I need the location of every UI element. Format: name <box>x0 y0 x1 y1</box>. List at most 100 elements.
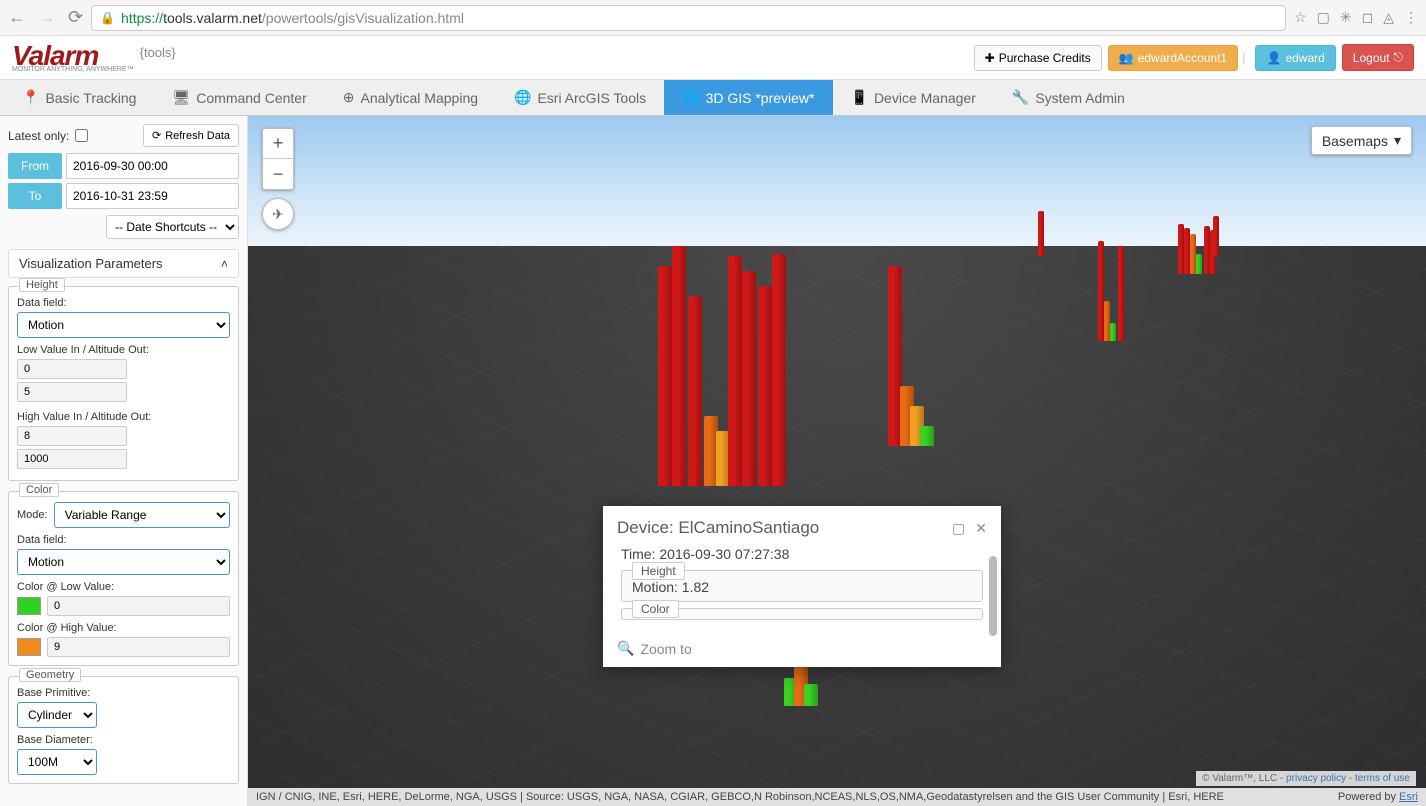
high-color-swatch[interactable] <box>17 638 41 656</box>
zoom-in-button[interactable]: + <box>263 129 293 159</box>
nav-tab-analytical-mapping[interactable]: ⊕ Analytical Mapping <box>325 80 496 115</box>
popup-zoom-label: Zoom to <box>640 641 691 657</box>
geometry-fieldset: Geometry Base Primitive: Cylinder Base D… <box>8 676 239 784</box>
nav-tab-basic-tracking[interactable]: 📍Basic Tracking <box>4 80 154 115</box>
to-input[interactable] <box>66 183 239 209</box>
height-high-out[interactable] <box>17 449 127 469</box>
color-datafield-label: Data field: <box>17 534 230 546</box>
logo[interactable]: Valarm MONITOR ANYTHING, ANYWHERE™ <box>12 42 134 73</box>
menu-icon[interactable]: ⋮ <box>1404 9 1418 26</box>
nav-tab-device-manager[interactable]: 📱Device Manager <box>833 80 994 115</box>
compass-button[interactable]: ✈ <box>262 198 294 230</box>
latest-only-label: Latest only: <box>8 129 69 143</box>
map-controls: + − ✈ <box>262 128 294 230</box>
browser-nav: ← → ⟳ <box>8 7 83 28</box>
refresh-icon: ⟳ <box>152 129 161 142</box>
height-low-out[interactable] <box>17 382 127 402</box>
height-high-in[interactable] <box>17 426 127 446</box>
popup-height-field: Height Motion: 1.82 <box>621 570 983 602</box>
nav-label: System Admin <box>1035 90 1124 106</box>
popup-time: Time: 2016-09-30 07:27:38 <box>621 546 987 562</box>
height-low-in[interactable] <box>17 359 127 379</box>
color-high-value[interactable] <box>47 637 230 657</box>
reload-icon[interactable]: ⟳ <box>68 7 83 28</box>
chevron-down-icon: ▾ <box>1394 132 1401 149</box>
browser-chrome: ← → ⟳ 🔒 https://tools.valarm.net/powerto… <box>0 0 1426 36</box>
zoom-out-button[interactable]: − <box>263 159 293 189</box>
map-attribution: IGN / CNIG, INE, Esri, HERE, DeLorme, NG… <box>248 788 1426 806</box>
user-button[interactable]: 👤edward <box>1255 45 1335 71</box>
plus-icon: ✚ <box>985 51 995 65</box>
tools-tag: {tools} <box>140 45 176 60</box>
popup-close-icon[interactable]: ✕ <box>975 520 987 537</box>
nav-tabs: 📍Basic Tracking 🖥 Command Center ⊕ Analytica… <box>0 80 1426 116</box>
refresh-button[interactable]: ⟳ Refresh Data <box>143 124 239 147</box>
nav-icon: 🌐 <box>514 89 531 106</box>
tos-link[interactable]: terms of use <box>1355 773 1410 784</box>
purchase-credits-button[interactable]: ✚Purchase Credits <box>974 45 1102 71</box>
from-input[interactable] <box>66 153 239 179</box>
logout-button[interactable]: Logout ⎋ <box>1342 44 1414 71</box>
refresh-label: Refresh Data <box>165 130 230 142</box>
sky <box>248 116 1426 266</box>
nav-icon: 🖥 <box>172 89 190 106</box>
low-color-swatch[interactable] <box>17 597 41 615</box>
map-3d-view[interactable]: + − ✈ Basemaps ▾ Device: ElCaminoSantiag… <box>248 116 1426 806</box>
back-icon[interactable]: ← <box>8 7 26 28</box>
ext-icon-3[interactable]: ◬ <box>1383 9 1394 26</box>
color-low-value[interactable] <box>47 596 230 616</box>
url-path: /powertools/gisVisualization.html <box>262 10 464 26</box>
nav-label: Analytical Mapping <box>361 90 479 106</box>
latest-only-checkbox[interactable] <box>75 129 88 142</box>
ext-icon-2[interactable]: ◻ <box>1362 9 1374 26</box>
nav-tab-system-admin[interactable]: 🔧 System Admin <box>994 80 1143 115</box>
prim-select[interactable]: Cylinder <box>17 702 97 728</box>
nav-icon: 📱 <box>851 89 868 106</box>
color-mode-select[interactable]: Variable Range <box>54 502 230 528</box>
popup-height-value: Motion: 1.82 <box>632 579 972 595</box>
popup-dock-icon[interactable]: ▢ <box>952 520 965 537</box>
account-button[interactable]: 👥edwardAccount1 <box>1108 45 1238 71</box>
nav-icon: 🌐 <box>682 89 699 106</box>
popup-body: Time: 2016-09-30 07:27:38 Height Motion:… <box>603 546 1001 634</box>
star-icon[interactable]: ☆ <box>1294 9 1307 26</box>
lock-icon: 🔒 <box>100 11 115 25</box>
color-fieldset: Color Mode: Variable Range Data field: M… <box>8 491 239 666</box>
diam-select[interactable]: 100M <box>17 749 97 775</box>
vis-params-label: Visualization Parameters <box>19 256 163 271</box>
nav-tab-esri-arcgis-tools[interactable]: 🌐Esri ArcGIS Tools <box>496 80 664 115</box>
esri-link[interactable]: Esri <box>1399 791 1418 803</box>
ext-icon[interactable]: ✳ <box>1340 9 1352 26</box>
color-low-label: Color @ Low Value: <box>17 581 230 593</box>
height-low-label: Low Value In / Altitude Out: <box>17 344 230 356</box>
nav-tab-3d-gis-preview-[interactable]: 🌐3D GIS *preview* <box>664 80 832 115</box>
nav-icon: 📍 <box>22 89 39 106</box>
forward-icon[interactable]: → <box>38 7 56 28</box>
url-bar[interactable]: 🔒 https://tools.valarm.net/powertools/gi… <box>91 5 1286 31</box>
geometry-legend: Geometry <box>19 668 81 682</box>
popup-color-legend: Color <box>632 600 679 618</box>
nav-tab-command-center[interactable]: 🖥 Command Center <box>154 80 324 115</box>
nav-icon: 🔧 <box>1012 89 1029 106</box>
height-fieldset: Height Data field: Motion Low Value In /… <box>8 286 239 481</box>
cast-icon[interactable]: ▢ <box>1317 9 1330 26</box>
color-datafield-select[interactable]: Motion <box>17 549 230 575</box>
popup-zoom-to[interactable]: 🔍 Zoom to <box>603 634 1001 667</box>
basemaps-button[interactable]: Basemaps ▾ <box>1311 126 1412 155</box>
url-domain: tools.valarm.net <box>163 10 262 26</box>
date-shortcuts-select[interactable]: -- Date Shortcuts -- <box>106 215 239 239</box>
vis-params-accordion[interactable]: Visualization Parameters ˄ <box>8 249 239 278</box>
popup-color-field: Color <box>621 608 983 620</box>
prim-label: Base Primitive: <box>17 687 230 699</box>
feature-popup: Device: ElCaminoSantiago ▢ ✕ Time: 2016-… <box>603 506 1001 667</box>
height-datafield-select[interactable]: Motion <box>17 312 230 338</box>
popup-scrollbar[interactable] <box>989 556 997 636</box>
nav-icon: ⊕ <box>343 89 355 106</box>
privacy-link[interactable]: privacy policy <box>1286 773 1346 784</box>
zoom-controls: + − <box>262 128 294 190</box>
nav-label: Command Center <box>196 90 307 106</box>
browser-extensions: ☆ ▢ ✳ ◻ ◬ ⋮ <box>1294 9 1418 26</box>
url-scheme: https:// <box>121 10 163 26</box>
popup-height-legend: Height <box>632 562 685 580</box>
color-legend: Color <box>19 483 59 497</box>
